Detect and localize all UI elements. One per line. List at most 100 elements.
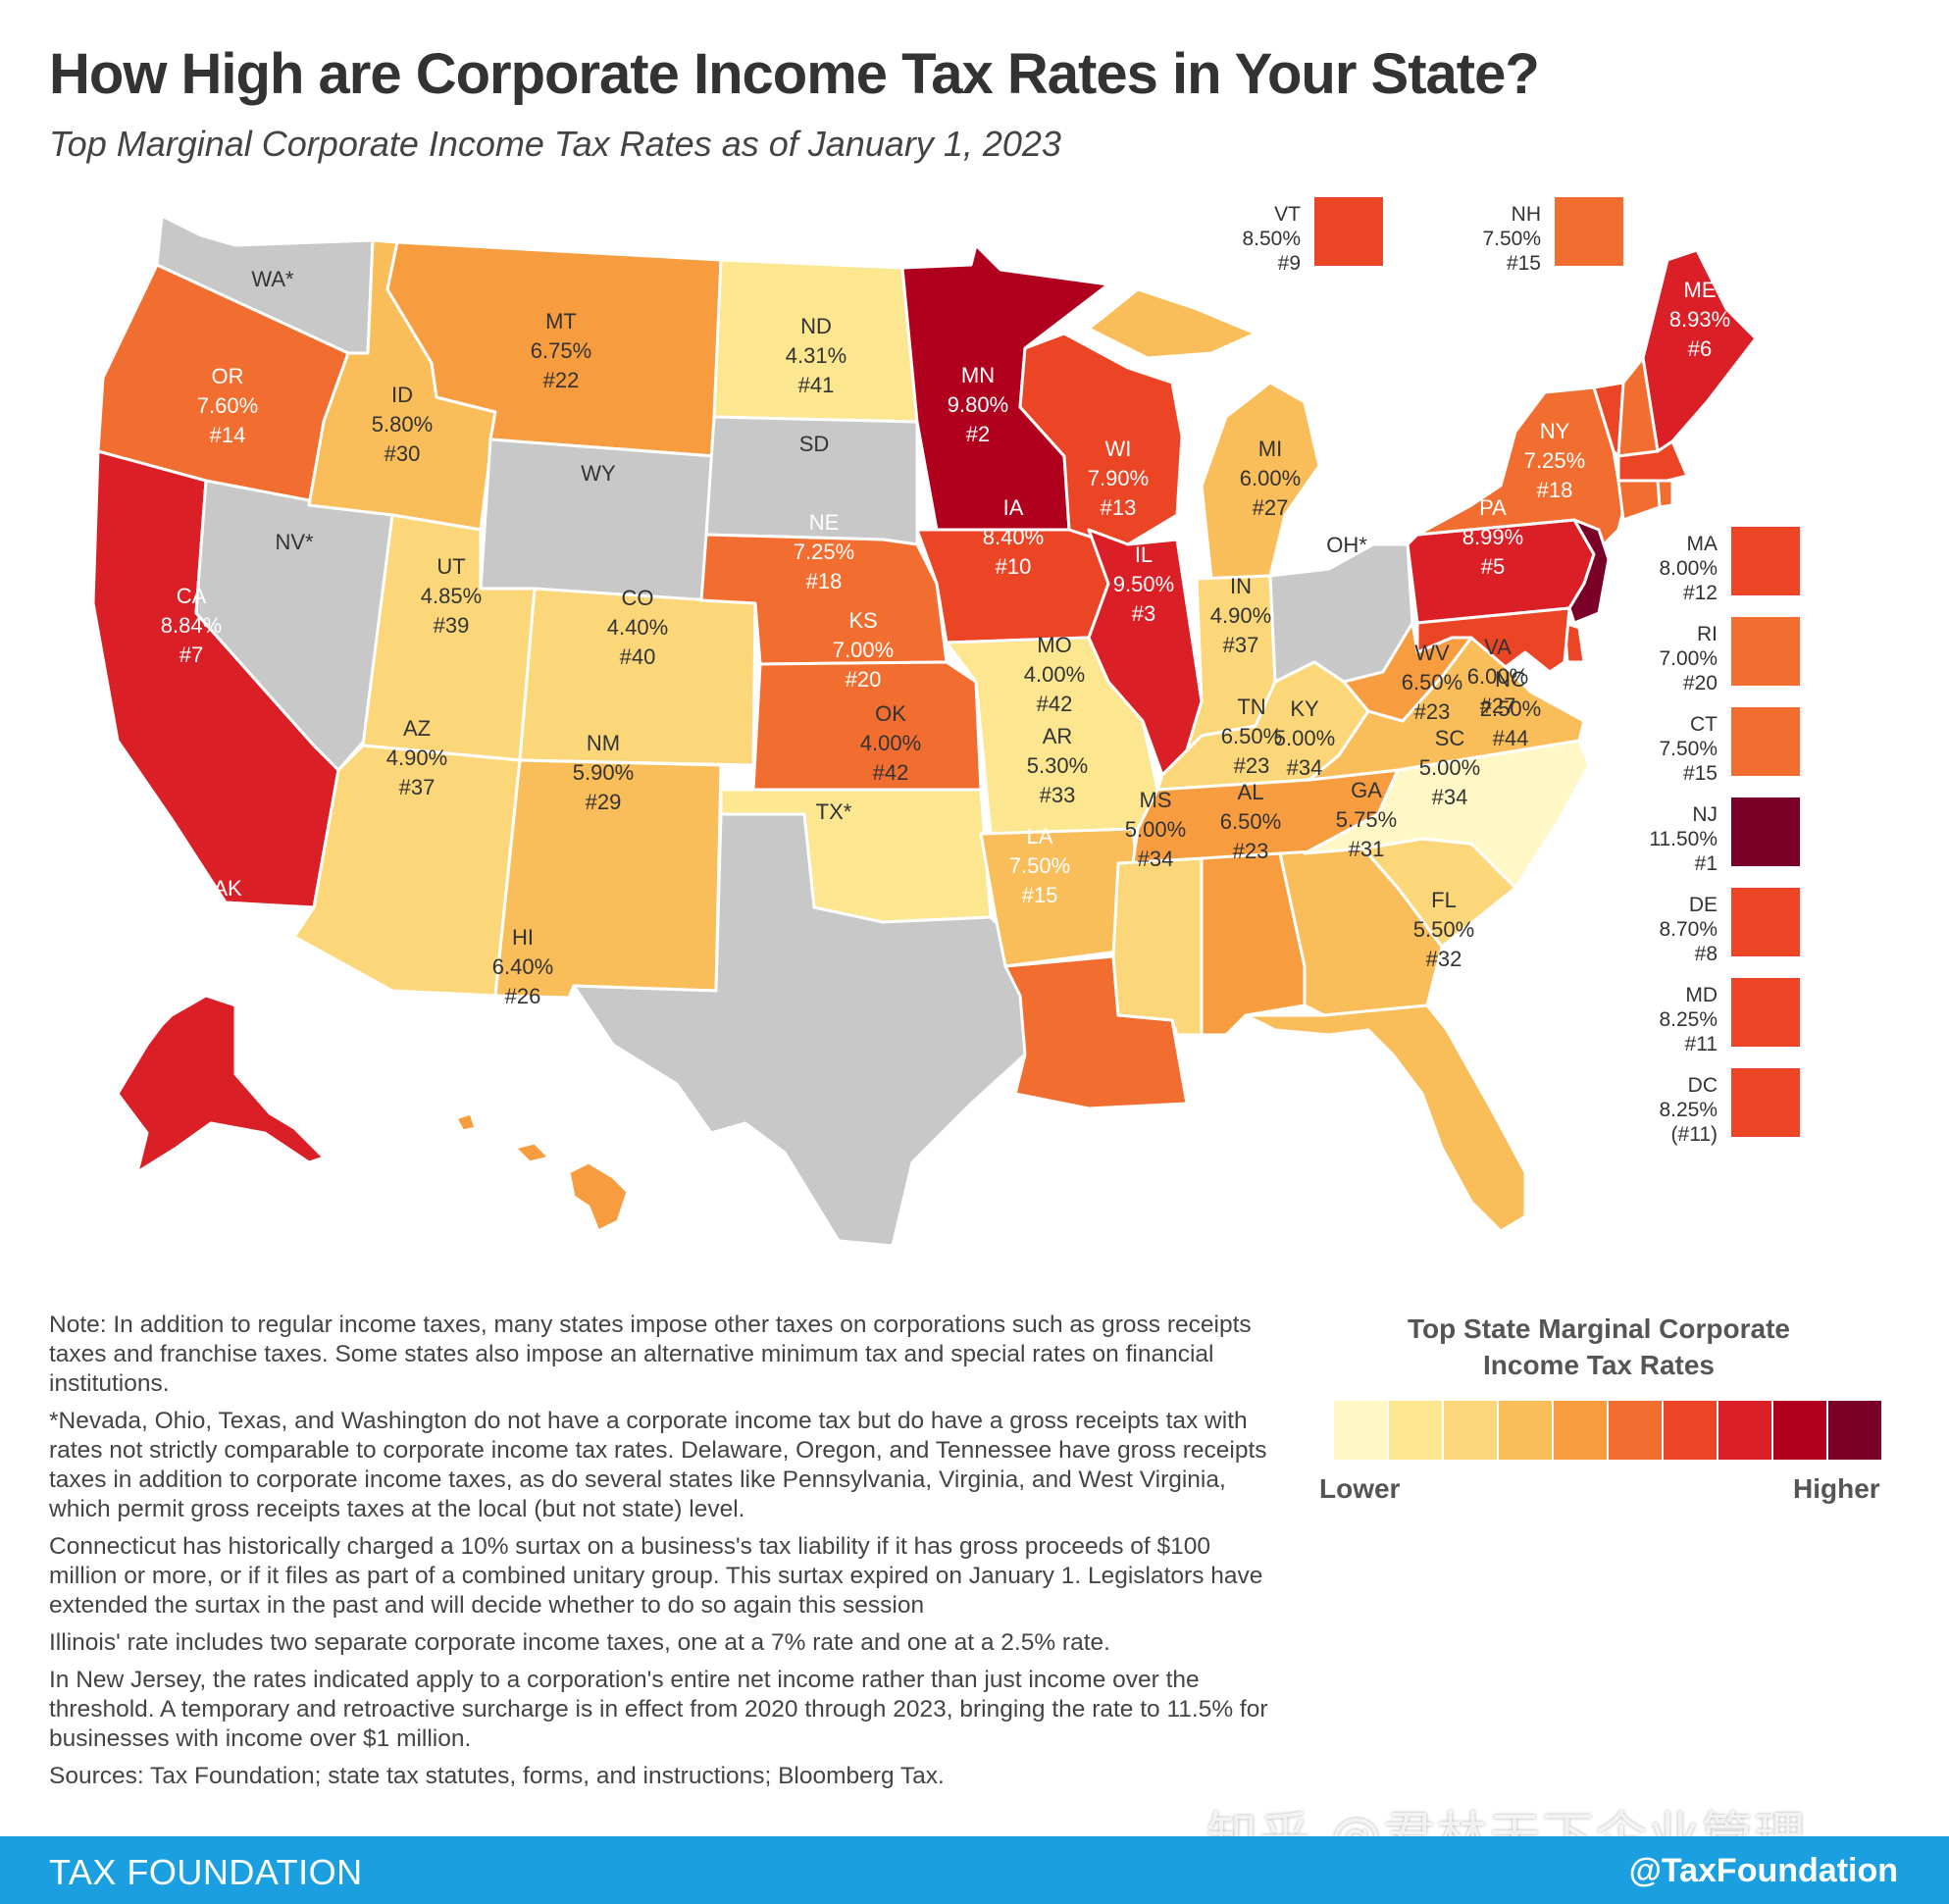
state-label-pa-abbr: PA — [1479, 495, 1507, 520]
state-label-nc-abbr: NC — [1495, 667, 1526, 692]
state-label-id-rate: 5.80% — [372, 412, 433, 437]
state-md — [1415, 606, 1571, 674]
state-nd — [712, 258, 919, 424]
state-label-me-rate: 8.93% — [1669, 307, 1730, 332]
state-label-pa-rank: #5 — [1481, 554, 1505, 579]
state-label-ut-rate: 4.85% — [421, 584, 482, 608]
callout-swatch-nh — [1555, 197, 1623, 266]
state-label-al-rate: 6.50% — [1220, 809, 1281, 834]
state-label-mt-rank: #22 — [543, 368, 580, 392]
state-label-nm-abbr: NM — [587, 731, 620, 755]
callout-md-rate: 8.25% — [1659, 1008, 1718, 1031]
state-label-tx-abbr: TX* — [816, 799, 852, 824]
state-label-sc-abbr: SC — [1435, 726, 1465, 750]
scale-high-label: Higher — [1793, 1473, 1880, 1504]
state-label-or-abbr: OR — [212, 364, 244, 388]
callout-ri-abbr: RI — [1697, 623, 1718, 645]
state-label-or-rank: #14 — [210, 423, 246, 447]
state-label-la-abbr: LA — [1027, 824, 1053, 849]
state-label-ia-abbr: IA — [1003, 495, 1024, 520]
scale-swatch-1 — [1334, 1401, 1387, 1460]
callout-swatch-ma — [1731, 527, 1800, 595]
state-ks — [751, 660, 983, 792]
state-label-ca-rate: 8.84% — [161, 613, 222, 638]
map-subtitle: Top Marginal Corporate Income Tax Rates … — [49, 124, 1061, 164]
scale-swatch-6 — [1609, 1401, 1662, 1460]
state-hi — [454, 1111, 630, 1233]
callout-md-abbr: MD — [1685, 984, 1718, 1006]
state-label-ok-abbr: OK — [875, 701, 906, 726]
state-label-ar-abbr: AR — [1043, 724, 1073, 748]
callout-swatch-ri — [1731, 617, 1800, 686]
state-label-az-rate: 4.90% — [386, 746, 447, 770]
scale-title: Top State Marginal Corporate Income Tax … — [1314, 1311, 1883, 1383]
state-label-oh-abbr: OH* — [1326, 533, 1367, 557]
state-label-il-abbr: IL — [1135, 542, 1153, 567]
footer-handle: @TaxFoundation — [1628, 1852, 1898, 1889]
scale-swatch-7 — [1664, 1401, 1717, 1460]
state-label-va-rank: #27 — [1480, 694, 1516, 718]
state-label-wi-rank: #13 — [1101, 495, 1137, 520]
state-label-wi-abbr: WI — [1105, 437, 1132, 461]
note-4: Illinois' rate includes two separate cor… — [49, 1629, 1110, 1656]
callout-nh-rank: #15 — [1507, 252, 1541, 275]
state-label-wa-abbr: WA* — [251, 267, 294, 291]
state-label-ny-rank: #18 — [1537, 478, 1573, 502]
state-label-ms-rate: 5.00% — [1125, 817, 1186, 842]
state-label-nm-rank: #29 — [586, 790, 622, 814]
note-1: Note: In addition to regular income taxe… — [49, 1312, 1252, 1397]
state-label-mt-rate: 6.75% — [531, 338, 591, 363]
state-label-ia-rank: #10 — [996, 554, 1032, 579]
state-label-ok-rank: #42 — [873, 760, 909, 785]
scale-swatch-8 — [1718, 1401, 1771, 1460]
state-label-al-abbr: AL — [1238, 780, 1264, 804]
callout-nj-rank: #1 — [1695, 852, 1718, 875]
state-label-wv-rate: 6.50% — [1402, 670, 1462, 695]
scale-swatch-4 — [1499, 1401, 1552, 1460]
state-label-tn-rate: 6.50% — [1221, 724, 1282, 748]
note-2: *Nevada, Ohio, Texas, and Washington do … — [49, 1408, 1267, 1522]
small-state-callouts: VT8.50%#9NH7.50%#15MA8.00%#12RI7.00%#20C… — [1242, 197, 1800, 1146]
scale-swatch-5 — [1554, 1401, 1607, 1460]
state-label-co-abbr: CO — [622, 586, 654, 610]
footer-brand: TAX FOUNDATION — [49, 1852, 363, 1892]
callout-vt-abbr: VT — [1274, 203, 1301, 226]
callout-dc-rank: (#11) — [1671, 1123, 1718, 1146]
state-label-ga-rate: 5.75% — [1336, 807, 1397, 832]
state-label-nc-rate: 2.50% — [1480, 696, 1541, 721]
state-label-id-abbr: ID — [391, 383, 413, 407]
state-label-la-rank: #15 — [1022, 883, 1058, 907]
callout-de-rank: #8 — [1695, 943, 1718, 965]
state-label-me-rank: #6 — [1688, 336, 1712, 361]
callout-ct-rate: 7.50% — [1659, 738, 1718, 760]
state-label-wv-rank: #23 — [1414, 699, 1451, 724]
state-label-mn-rank: #2 — [966, 422, 990, 446]
callout-ma-rate: 8.00% — [1659, 557, 1718, 580]
state-label-in-abbr: IN — [1230, 574, 1252, 598]
state-label-ca-abbr: CA — [177, 584, 207, 608]
scale-title-line2: Income Tax Rates — [1482, 1350, 1716, 1380]
state-label-mo-rate: 4.00% — [1024, 662, 1085, 687]
callout-ma-abbr: MA — [1687, 533, 1718, 555]
state-label-va-rate: 6.00% — [1467, 664, 1528, 689]
callout-ct-rank: #15 — [1683, 762, 1718, 785]
state-label-hi-abbr: HI — [512, 925, 534, 950]
state-nc — [1303, 739, 1591, 890]
state-label-mi-rank: #27 — [1253, 495, 1289, 520]
callout-nh-abbr: NH — [1512, 203, 1541, 226]
footer-bar: TAX FOUNDATION @TaxFoundation — [0, 1836, 1949, 1904]
state-label-ms-rank: #34 — [1138, 847, 1174, 871]
state-label-mo-rank: #42 — [1037, 692, 1073, 716]
state-label-ak-rate: 9.40% — [197, 905, 258, 930]
state-label-ne-rate: 7.25% — [794, 540, 854, 564]
callout-swatch-md — [1731, 978, 1800, 1047]
state-label-ut-abbr: UT — [436, 554, 465, 579]
callout-nj-abbr: NJ — [1692, 803, 1718, 826]
state-label-nc-rank: #44 — [1493, 726, 1529, 750]
state-label-va-abbr: VA — [1484, 635, 1512, 659]
state-label-in-rank: #37 — [1223, 633, 1259, 657]
state-label-wv-abbr: WV — [1414, 641, 1450, 665]
callout-ma-rank: #12 — [1683, 582, 1718, 604]
color-scale — [1334, 1401, 1883, 1460]
callout-swatch-vt — [1314, 197, 1383, 266]
